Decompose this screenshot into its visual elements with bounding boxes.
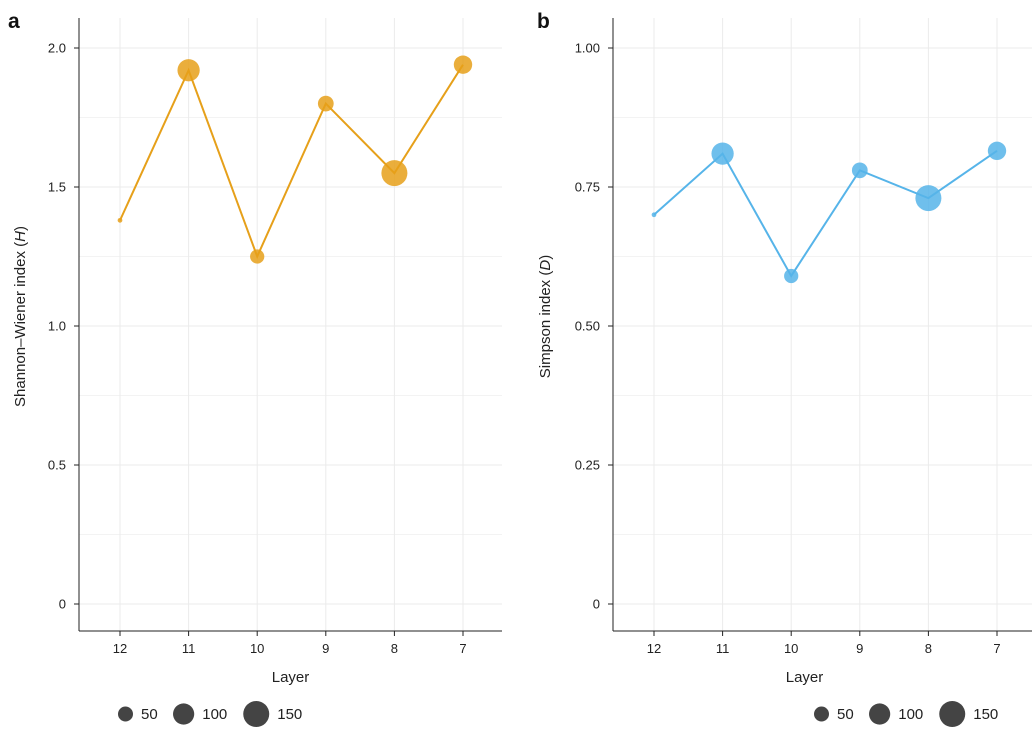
- x-tick-label: 11: [716, 641, 730, 656]
- y-axis-title: Shannon–Wiener index (H): [12, 226, 29, 407]
- x-tick-label: 9: [856, 641, 863, 656]
- x-tick-label: 11: [182, 641, 196, 656]
- data-point: [851, 162, 868, 179]
- chart-panel-b: b 0 0.25 0.50 0.75 1.00 12 11 10 9 8 7 Layer Simpson …: [537, 10, 1032, 727]
- y-axis-title-close: ): [12, 226, 29, 231]
- data-point: [915, 185, 942, 212]
- y-tick-label: 1.0: [48, 319, 66, 334]
- size-legend: 50 100 150: [813, 701, 998, 727]
- y-tick-label: 0: [59, 597, 66, 612]
- x-tick-label: 12: [647, 641, 661, 656]
- y-tick-label: 0.75: [575, 180, 600, 195]
- y-tick-label: 2.0: [48, 41, 66, 56]
- x-tick-label: 12: [113, 641, 127, 656]
- legend-key-circle: [939, 701, 966, 727]
- y-tick-label: 0.5: [48, 458, 66, 473]
- y-tick-label: 1.00: [575, 41, 600, 56]
- panel-letter: b: [537, 10, 550, 33]
- data-point: [711, 142, 734, 165]
- size-legend: 50 100 150: [117, 701, 302, 727]
- data-point: [117, 217, 123, 223]
- legend-label: 50: [141, 706, 158, 723]
- y-tick-label: 0.25: [575, 458, 600, 473]
- y-tick-label: 1.5: [48, 180, 66, 195]
- y-tick-label: 0.50: [575, 319, 600, 334]
- legend-key-circle: [173, 703, 195, 725]
- data-point: [651, 212, 657, 218]
- legend-key-circle: [117, 706, 134, 722]
- series-line: [119, 64, 464, 260]
- series-line: [653, 150, 998, 278]
- x-tick-label: 7: [459, 641, 466, 656]
- legend-key-circle: [243, 701, 270, 727]
- x-axis-title: Layer: [272, 669, 310, 686]
- y-axis-title-variable: D: [537, 260, 554, 271]
- data-point: [784, 268, 799, 284]
- y-axis-title-text: Simpson index (: [537, 271, 554, 379]
- y-axis-title-text: Shannon–Wiener index (: [12, 242, 29, 407]
- x-tick-label: 9: [322, 641, 329, 656]
- y-axis-title: Simpson index (D): [537, 255, 554, 378]
- x-tick-label: 10: [250, 641, 264, 656]
- x-tick-label: 8: [391, 641, 398, 656]
- data-point: [177, 59, 200, 82]
- data-point: [317, 95, 334, 112]
- legend-label: 50: [837, 706, 854, 723]
- legend-label: 150: [277, 706, 302, 723]
- legend-label: 100: [898, 706, 923, 723]
- y-axis-title-close: ): [537, 255, 554, 260]
- x-axis-title: Layer: [786, 669, 824, 686]
- x-tick-label: 10: [784, 641, 798, 656]
- x-tick-label: 7: [993, 641, 1000, 656]
- legend-key-circle: [813, 706, 830, 722]
- y-axis-title-variable: H: [12, 231, 29, 242]
- panel-letter: a: [8, 10, 20, 33]
- data-point: [453, 55, 473, 74]
- legend-label: 100: [202, 706, 227, 723]
- chart-panel-a: a 0 0.5 1.0 1.5 2.0 12 11 10 9 8 7 Layer Shannon–Wien…: [8, 10, 502, 727]
- y-tick-label: 0: [593, 597, 600, 612]
- data-point: [381, 160, 408, 187]
- data-point: [987, 141, 1007, 161]
- legend-label: 150: [973, 706, 998, 723]
- x-tick-label: 8: [925, 641, 932, 656]
- data-point: [250, 249, 265, 264]
- legend-key-circle: [869, 703, 891, 725]
